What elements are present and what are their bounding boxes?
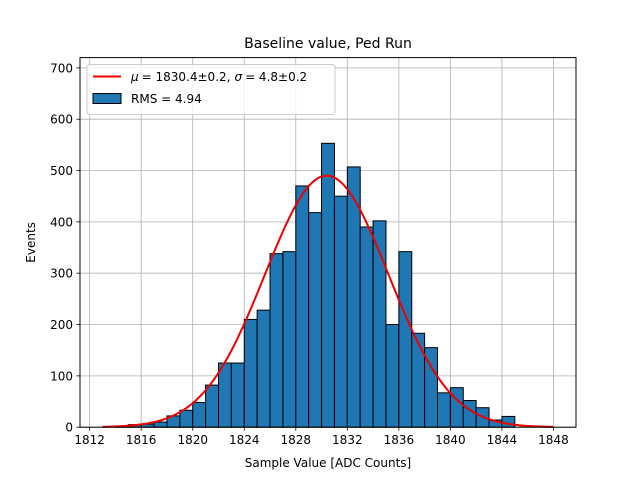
histogram-bar — [385, 324, 400, 428]
fit-curve — [102, 174, 554, 428]
y-axis-label: Events — [24, 222, 38, 263]
histogram-bar — [449, 387, 464, 428]
histogram-bar — [217, 362, 232, 428]
x-tick-label: 1836 — [384, 433, 415, 447]
histogram-bar — [359, 226, 374, 428]
x-tick-label: 1824 — [229, 433, 260, 447]
x-tick-label: 1828 — [281, 433, 312, 447]
x-tick-label: 1840 — [435, 433, 466, 447]
axis-ticks: 1812 1816 1820 1824 1828 1832 1836 1840 1844 1848… — [50, 61, 569, 447]
y-tick-label: 600 — [50, 113, 73, 127]
histogram-bar — [295, 185, 310, 428]
legend-fit-entry: μ = 1830.4±0.2, σ = 4.8±0.2 — [130, 70, 307, 84]
histogram-bar — [501, 415, 516, 428]
legend-sigma-value: = 4.8±0.2 — [245, 70, 307, 84]
histogram-bars — [114, 142, 516, 428]
histogram-bar — [192, 402, 207, 428]
gaussian-fit — [102, 174, 554, 428]
legend-hist-swatch — [92, 93, 122, 104]
legend-hist-entry: RMS = 4.94 — [131, 92, 202, 106]
x-tick-label: 1816 — [126, 433, 157, 447]
plot-frame — [79, 57, 577, 428]
histogram-bar — [308, 212, 323, 428]
y-tick-label: 100 — [50, 369, 73, 383]
histogram-bar — [462, 400, 477, 428]
x-axis-label: Sample Value [ADC Counts] — [245, 456, 411, 470]
histogram-bar — [153, 421, 168, 428]
y-tick-label: 700 — [50, 61, 73, 75]
x-tick-label: 1820 — [177, 433, 208, 447]
y-tick-label: 300 — [50, 267, 73, 281]
y-tick-label: 500 — [50, 164, 73, 178]
legend-mu-symbol: μ — [130, 70, 139, 84]
histogram-bar — [205, 384, 219, 428]
histogram-bar — [321, 142, 335, 428]
x-tick-label: 1844 — [487, 433, 518, 447]
histogram-bar — [243, 318, 258, 428]
chart-title: Baseline value, Ped Run — [244, 36, 412, 52]
histogram-bar — [333, 195, 348, 428]
y-tick-label: 0 — [65, 421, 73, 435]
x-tick-label: 1832 — [332, 433, 363, 447]
histogram-bar — [179, 409, 194, 428]
histogram-bar — [269, 253, 284, 428]
legend-mu-value: = 1830.4±0.2, — [142, 70, 231, 84]
histogram-bar — [411, 332, 426, 428]
histogram-bar — [282, 251, 297, 428]
histogram-bar — [437, 392, 451, 428]
y-tick-label: 200 — [50, 318, 73, 332]
x-tick-label: 1848 — [538, 433, 569, 447]
legend-sigma-symbol: σ — [234, 70, 242, 84]
histogram-bar — [398, 251, 413, 428]
histogram-bar — [230, 362, 245, 428]
histogram-bar — [256, 309, 271, 428]
legend-box — [86, 64, 336, 115]
y-tick-label: 400 — [50, 215, 73, 229]
x-tick-label: 1812 — [74, 433, 105, 447]
legend: μ = 1830.4±0.2, σ = 4.8±0.2 RMS = 4.94 — [86, 64, 336, 115]
